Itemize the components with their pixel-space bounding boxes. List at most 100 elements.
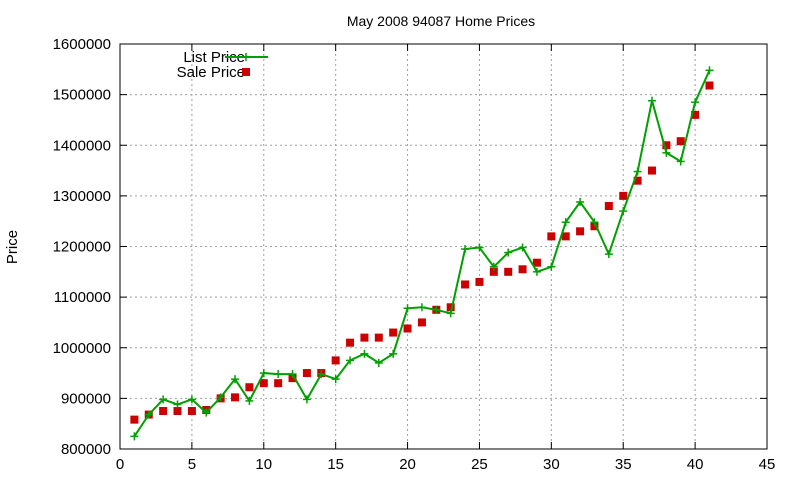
grid-lines	[120, 44, 767, 449]
y-tick-label: 1200000	[53, 239, 111, 256]
sale-price-point	[489, 267, 498, 276]
sale-price-point	[417, 318, 426, 327]
list-price-point	[576, 197, 585, 206]
sale-price-point	[461, 280, 470, 289]
list-price-point	[633, 167, 642, 176]
list-price-point	[231, 375, 240, 384]
list-price-point	[432, 305, 441, 314]
list-price-point	[130, 432, 139, 441]
list-price-point	[590, 218, 599, 227]
list-price-point	[360, 349, 369, 358]
series-list-price	[130, 66, 714, 441]
list-price-point	[518, 243, 527, 252]
sale-price-point	[446, 303, 455, 312]
sale-price-point	[173, 407, 182, 416]
sale-price-point	[389, 328, 398, 337]
sale-price-point	[302, 369, 311, 378]
sale-price-point	[346, 338, 355, 347]
legend-marker-list-price	[242, 53, 250, 61]
list-price-point	[691, 98, 700, 107]
list-price-point	[202, 408, 211, 417]
x-tick-label: 15	[327, 456, 344, 473]
sale-price-point	[532, 258, 541, 267]
y-tick-label: 1400000	[53, 137, 111, 154]
sale-price-point	[475, 277, 484, 286]
y-tick-label: 800000	[61, 441, 111, 458]
sale-price-point	[403, 324, 412, 333]
y-tick-label: 1000000	[53, 340, 111, 357]
list-price-point	[187, 395, 196, 404]
list-price-point	[604, 250, 613, 259]
list-price-point	[374, 358, 383, 367]
list-price-point	[647, 96, 656, 105]
sale-price-point	[518, 265, 527, 274]
list-price-point	[245, 396, 254, 405]
sale-price-point	[662, 141, 671, 150]
y-tick-label: 1600000	[53, 36, 111, 53]
list-price-point	[346, 356, 355, 365]
list-price-point	[417, 303, 426, 312]
sale-price-point	[288, 374, 297, 383]
x-tick-label: 30	[543, 456, 560, 473]
x-tick-label: 0	[116, 456, 124, 473]
list-price-point	[446, 309, 455, 318]
sale-price-point	[504, 267, 513, 276]
sale-price-point	[604, 202, 613, 210]
x-tick-label: 40	[687, 456, 704, 473]
list-price-point	[302, 395, 311, 404]
sale-price-point	[691, 110, 700, 119]
list-price-point	[705, 66, 714, 75]
x-tick-label: 35	[615, 456, 632, 473]
list-price-point	[676, 157, 685, 166]
sale-price-point	[259, 379, 268, 388]
x-tick-label: 20	[399, 456, 416, 473]
x-tick-label: 25	[471, 456, 488, 473]
legend: List Price Sale Price	[177, 49, 268, 81]
list-price-point	[532, 267, 541, 276]
sale-price-point	[130, 415, 139, 424]
list-price-point	[489, 262, 498, 271]
y-axis-label: Price	[4, 230, 21, 264]
x-tick-label: 45	[759, 456, 776, 473]
plot-border	[119, 43, 768, 450]
y-tick-label: 1100000	[54, 289, 111, 306]
y-tick-label: 1500000	[53, 87, 111, 104]
list-price-point	[461, 245, 470, 254]
list-price-point	[144, 410, 153, 419]
list-price-point	[547, 262, 556, 271]
legend-label-sale-price: Sale Price	[177, 64, 245, 81]
list-price-point	[331, 375, 340, 384]
list-price-point	[662, 148, 671, 157]
x-tick-label: 10	[255, 456, 272, 473]
sale-price-point	[159, 407, 168, 416]
list-price-point	[561, 218, 570, 227]
list-price-point	[274, 370, 283, 379]
list-price-point	[317, 370, 326, 379]
y-tick-label: 1300000	[53, 188, 111, 205]
list-price-point	[403, 304, 412, 313]
series-layer	[130, 66, 714, 441]
sale-price-point	[231, 393, 240, 402]
list-price-point	[389, 349, 398, 358]
chart-title: May 2008 94087 Home Prices	[347, 13, 535, 29]
list-price-point	[159, 395, 168, 404]
sale-price-point	[576, 227, 585, 236]
list-price-point	[173, 400, 182, 409]
list-price-point	[619, 207, 628, 216]
legend-label-list-price: List Price	[183, 49, 245, 66]
sale-price-point	[187, 407, 196, 416]
sale-price-point	[619, 191, 628, 200]
sale-price-point	[547, 232, 556, 241]
list-price-point	[259, 369, 268, 378]
list-price-point	[288, 370, 297, 379]
y-tick-label: 900000	[61, 390, 111, 407]
sale-price-point	[374, 333, 383, 342]
sale-price-point	[245, 383, 254, 392]
sale-price-point	[360, 333, 369, 342]
list-price-point	[475, 243, 484, 252]
list-price-point	[216, 393, 225, 402]
list-price-point	[504, 248, 513, 257]
sale-price-point	[676, 137, 685, 146]
series-sale-price	[130, 81, 714, 424]
